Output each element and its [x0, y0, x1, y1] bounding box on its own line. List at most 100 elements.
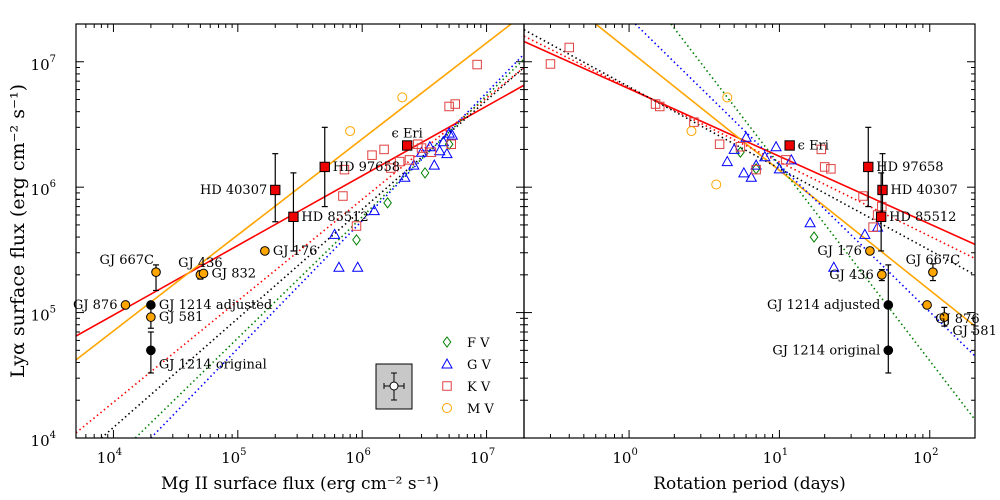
right-marker-hd-40307: [877, 184, 888, 196]
left-legend-label-k-v: K V: [467, 380, 491, 395]
right-fit-line-k-stars-solid-red: [524, 40, 975, 246]
right-label-gj-667c: GJ 667C: [906, 253, 961, 268]
left-g-v-point-12: [428, 159, 441, 170]
left-g-v-point-1: [333, 261, 345, 272]
left-target-gj-581: [146, 306, 156, 329]
left-g-v-point-13: [398, 171, 411, 182]
right-label-gj-176: GJ 176: [817, 244, 862, 259]
right-k-v-point-5: [714, 139, 725, 149]
right-series-k-v: [545, 42, 887, 232]
right-label-gj-1214-adjusted: GJ 1214 adjusted: [767, 298, 880, 313]
left-target-gj-832: [198, 268, 209, 279]
left-g-v-point-6: [424, 140, 436, 152]
right-k-v-point-12: [858, 191, 868, 201]
right-label-gj-436: GJ 436: [829, 268, 874, 283]
right-g-v-point-6: [773, 162, 786, 174]
left-xtick-label-2: 106: [345, 447, 370, 467]
right-marker-gj-876: [922, 300, 932, 310]
left-k-v-point-2: [351, 221, 362, 231]
left-label-hd-97658: HD 97658: [333, 160, 400, 175]
right-g-v-point-12: [745, 171, 758, 182]
left-k-v-point-7: [404, 155, 415, 165]
left-fit-line-g-v-dotted-blue: [150, 53, 524, 438]
right-series-m-v: [686, 92, 733, 190]
left-label-gj-176: GJ 176: [273, 244, 318, 259]
left-target-gj-1214-adjusted: [146, 300, 156, 310]
left-xtick-label-3: 107: [470, 447, 495, 467]
right-target-hd-97658: [863, 126, 874, 208]
left-m-v-point-0: [345, 126, 356, 137]
left-ytick-label-2: 106: [31, 179, 56, 199]
left-legend-marker-m-v: [442, 403, 452, 413]
right-xtick-label-1: 101: [763, 447, 788, 467]
right-k-v-point-7: [751, 164, 761, 175]
right-k-v-point-3: [655, 101, 665, 112]
left-label-gj-876: GJ 876: [73, 298, 118, 313]
left-legend: F V G V K V M V: [441, 336, 494, 417]
left-target-hd-40307: [270, 153, 281, 223]
left-g-v-point-11: [441, 147, 453, 159]
right-g-v-point-8: [804, 216, 816, 228]
left-typical-error-box: [375, 363, 413, 410]
right-marker-gj-667c: [928, 267, 938, 277]
right-k-v-point-8: [780, 155, 791, 165]
right-g-v-point-0: [728, 143, 741, 154]
left-g-v-point-5: [415, 146, 428, 157]
right-fit-line-m-v-dotted-black: [524, 29, 975, 276]
left-error-box-point: [389, 381, 399, 391]
right-target-gj-1214-adjusted: [883, 264, 894, 374]
right-series-f-v: [736, 146, 819, 243]
left-label-gj-832: GJ 832: [212, 266, 257, 281]
right-marker-hd-97658: [863, 161, 874, 173]
right-label-hd-40307: HD 40307: [891, 183, 958, 198]
left-k-v-point-0: [338, 191, 348, 201]
right-marker-hd-85512: [875, 211, 887, 223]
left-label-gj-436: GJ 436: [178, 256, 223, 271]
right-series-g-v: [721, 131, 884, 272]
left-ytick-label-0: 104: [31, 430, 56, 450]
left-fit-line-m-stars-solid-orange: [76, 24, 513, 361]
left-ytick-label-1: 105: [31, 305, 56, 325]
left-k-v-point-6: [394, 156, 405, 167]
right-label-hd-85512: HD 85512: [889, 210, 956, 225]
left-target-gj-667c: [151, 264, 161, 292]
left-legend-label-m-v: M V: [467, 402, 494, 417]
right-m-v-point-1: [711, 179, 722, 190]
left-f-v-point-1: [420, 167, 430, 179]
left-marker-gj-832: [198, 268, 209, 279]
left-legend-label-g-v: G V: [467, 358, 492, 373]
left-legend-marker-k-v: [442, 381, 452, 391]
right-label-hd-97658: HD 97658: [876, 160, 943, 175]
right-k-v-point-0: [545, 59, 556, 69]
right-g-v-point-7: [785, 153, 798, 165]
left-g-v-point-0: [328, 228, 341, 239]
left-marker-gj-667c: [151, 267, 161, 277]
left-series-k-v: [338, 59, 482, 231]
right-xtick-label-0: 100: [612, 447, 637, 467]
left-m-v-point-1: [397, 92, 408, 103]
left-target-gj-1214-original: [146, 331, 156, 374]
left-g-v-point-9: [443, 127, 455, 138]
right-target-eri: [784, 140, 795, 151]
right-k-v-point-11: [826, 164, 836, 174]
left-k-v-point-5: [386, 163, 396, 173]
right-f-v-point-2: [736, 146, 745, 159]
right-marker-gj-1214-original: [883, 345, 894, 356]
right-marker-eri: [784, 140, 795, 151]
left-f-v-point-3: [352, 234, 361, 246]
left-g-v-point-3: [368, 204, 381, 216]
right-k-v-point-9: [816, 144, 827, 155]
left-marker-hd-97658: [319, 161, 330, 173]
left-label-hd-40307: HD 40307: [200, 183, 267, 198]
right-xtick-label-2: 102: [913, 447, 938, 467]
left-k-v-point-3: [367, 150, 377, 160]
right-marker-gj-176: [865, 246, 875, 256]
right-g-v-point-4: [758, 150, 771, 162]
left-g-v-point-8: [437, 135, 450, 147]
left-fit-line-k-stars-solid-red: [76, 84, 524, 337]
right-k-v-point-1: [564, 42, 575, 53]
right-target-gj-436: [877, 269, 887, 282]
left-legend-marker-f-v: [442, 336, 452, 348]
right-target-gj-581: [939, 306, 950, 327]
